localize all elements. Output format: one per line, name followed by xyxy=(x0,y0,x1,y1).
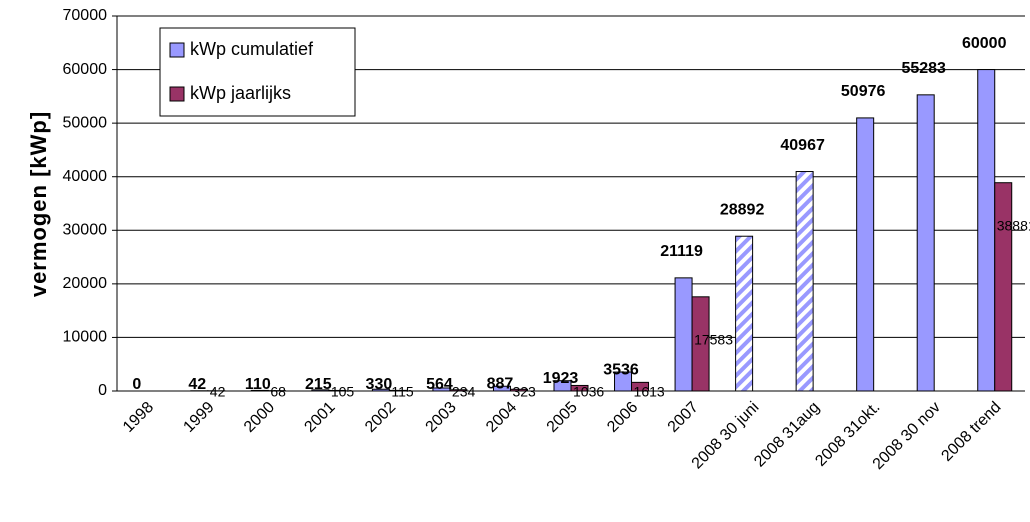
data-label: 1036 xyxy=(573,384,604,400)
data-label: 68 xyxy=(270,384,286,400)
x-tick-label: 2002 xyxy=(362,399,399,436)
data-label: 215 xyxy=(305,376,332,393)
x-tick-label: 2001 xyxy=(301,399,338,436)
y-tick-label: 70000 xyxy=(63,7,108,24)
x-tick-label: 2006 xyxy=(604,399,641,436)
data-label: 3536 xyxy=(603,361,639,378)
data-label: 21119 xyxy=(660,243,703,260)
x-tick-label: 2007 xyxy=(665,399,702,436)
data-label: 40967 xyxy=(780,137,825,154)
data-label: 42 xyxy=(188,376,206,393)
x-tick-label: 2003 xyxy=(423,399,460,436)
legend-box xyxy=(159,27,356,117)
legend-label: kWp cumulatief xyxy=(190,39,314,59)
y-tick-label: 40000 xyxy=(63,168,108,185)
bar xyxy=(735,235,754,392)
data-label: 323 xyxy=(512,384,536,400)
x-tick-label: 2005 xyxy=(544,399,581,436)
data-label: 887 xyxy=(487,375,514,392)
y-tick-label: 50000 xyxy=(63,114,108,131)
x-tick-label: 2008 trend xyxy=(938,399,1004,465)
bar xyxy=(994,182,1013,392)
data-label: 105 xyxy=(331,384,355,400)
bar xyxy=(977,69,996,392)
x-tick-label: 1998 xyxy=(120,399,157,436)
data-label: 330 xyxy=(366,376,393,393)
x-tick-label: 2000 xyxy=(241,399,278,436)
data-label: 60000 xyxy=(962,35,1007,52)
legend: kWp cumulatief kWp jaarlijks xyxy=(159,27,356,117)
y-tick-label: 60000 xyxy=(63,61,108,78)
bar xyxy=(795,171,814,392)
data-label: 0 xyxy=(132,376,141,393)
data-label: 28892 xyxy=(720,201,765,218)
legend-swatch xyxy=(169,86,185,102)
x-tick-label: 2004 xyxy=(483,399,520,436)
data-label: 234 xyxy=(452,384,476,400)
data-label: 564 xyxy=(426,376,453,393)
x-tick-label: 2008 31aug xyxy=(751,399,823,471)
y-tick-label: 0 xyxy=(98,382,107,399)
data-label: 42 xyxy=(210,384,226,400)
bar xyxy=(674,277,693,392)
bar xyxy=(916,94,935,392)
data-label: 55283 xyxy=(901,60,946,77)
y-tick-label: 20000 xyxy=(63,275,108,292)
data-label: 50976 xyxy=(841,83,886,100)
y-tick-label: 30000 xyxy=(63,222,108,239)
x-tick-label: 1999 xyxy=(180,399,217,436)
data-label: 110 xyxy=(245,376,271,393)
legend-label: kWp jaarlijks xyxy=(190,83,291,103)
data-label: 1923 xyxy=(543,370,579,387)
data-label: 17583 xyxy=(694,332,733,348)
data-label: 115 xyxy=(391,384,414,400)
y-axis-label: vermogen [kWp] xyxy=(26,111,51,297)
data-label: 38881 xyxy=(997,217,1030,233)
bar xyxy=(856,117,875,392)
legend-swatch xyxy=(169,42,185,58)
y-tick-label: 10000 xyxy=(63,329,108,346)
data-label: 1613 xyxy=(634,384,665,400)
